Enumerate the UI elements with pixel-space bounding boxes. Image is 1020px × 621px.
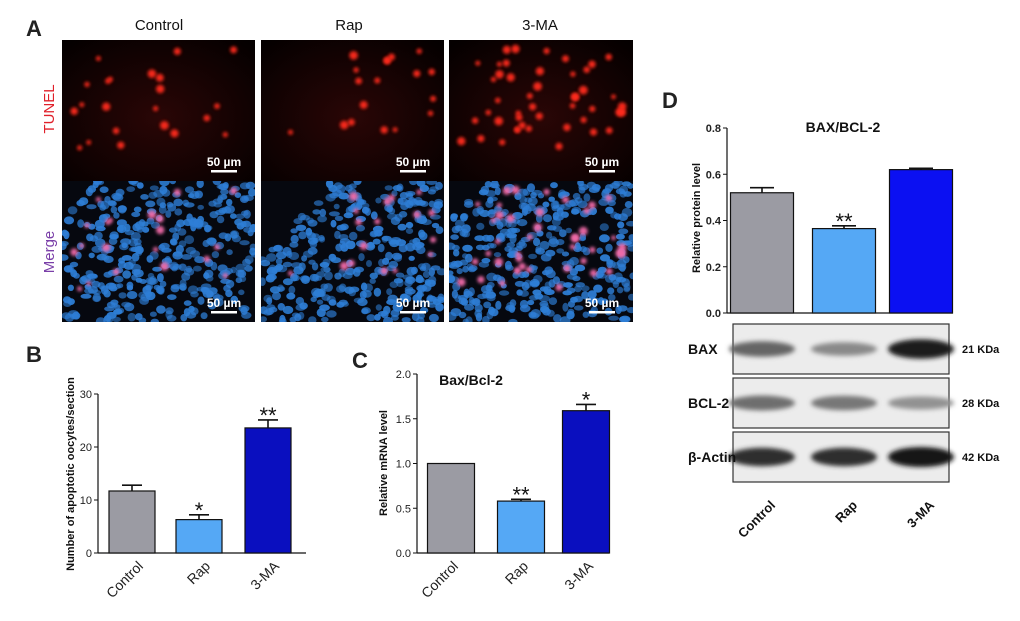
- blot-band: [811, 447, 877, 467]
- blot-band: [888, 339, 954, 359]
- bar-3ma: [561, 410, 611, 554]
- merge-image-rap: 50 µm: [261, 181, 444, 322]
- blot-band: [729, 395, 795, 411]
- row-label-tunel: TUNEL: [41, 84, 58, 133]
- merge-image-3ma: 50 µm: [449, 181, 633, 322]
- x-tick-label: Rap: [502, 558, 532, 588]
- blot-kda-label: 28 KDa: [962, 398, 1000, 410]
- blot-band: [811, 395, 877, 411]
- y-tick-label: 1.0: [396, 459, 411, 471]
- y-tick-label: 0.2: [706, 262, 721, 274]
- scale-bar: [211, 311, 237, 314]
- blot-band: [729, 447, 795, 467]
- chart-d: 0.0 0.2 0.4 0.6 0.8 **: [706, 123, 954, 320]
- panel-a: A Control Rap 3-MA TUNEL Merge 50 µm 50 µ…: [26, 16, 633, 322]
- column-header-3ma: 3-MA: [522, 17, 558, 34]
- x-tick-label: Rap: [184, 558, 214, 588]
- significance-marker: *: [195, 498, 204, 523]
- scale-bar: [400, 311, 426, 314]
- bar-rap: [496, 500, 546, 554]
- panel-d: D BAX/BCL-2 Relative protein level 0.00.…: [662, 88, 1000, 541]
- blot-lane-label: 3-MA: [904, 497, 938, 531]
- western-blot: BAX 21 KDa BCL-2 28 KDa β-Actin 42 KDa Control…: [688, 323, 1000, 541]
- blot-protein-label: BAX: [688, 341, 718, 357]
- row-label-merge: Merge: [41, 231, 58, 274]
- blot-band: [811, 342, 877, 356]
- blot-lane-label: Control: [735, 498, 778, 541]
- bar-rap: [811, 227, 877, 314]
- blot-row-actin: β-Actin 42 KDa: [688, 431, 1000, 483]
- blot-kda-label: 42 KDa: [962, 452, 1000, 464]
- y-tick-label: 10: [80, 495, 92, 507]
- tunel-image-rap: 50 µm: [261, 40, 444, 181]
- blot-row-bcl2: BCL-2 28 KDa: [688, 377, 1000, 429]
- y-tick-label: 30: [80, 389, 92, 401]
- scale-bar: [589, 311, 615, 314]
- x-tick-label: 3-MA: [561, 557, 596, 592]
- blot-band: [888, 447, 954, 467]
- chart-d-ylabel: Relative protein level: [691, 163, 703, 273]
- tunel-image-control: 50 µm: [62, 40, 255, 181]
- significance-marker: **: [835, 209, 853, 234]
- chart-b: 0 10 20 30 Control * Rap ** 3-MA: [80, 389, 306, 601]
- bar-3ma: [244, 427, 292, 554]
- y-tick-label: 0.5: [396, 503, 411, 515]
- panel-b: B Number of apoptotic oocytes/section 0 1…: [26, 342, 306, 601]
- blot-protein-label: BCL-2: [688, 395, 729, 411]
- panel-letter-a: A: [26, 16, 42, 41]
- blot-protein-label: β-Actin: [688, 449, 736, 465]
- y-tick-label: 0.0: [396, 548, 411, 560]
- y-tick-label: 20: [80, 442, 92, 454]
- blot-row-bax: BAX 21 KDa: [688, 323, 1000, 375]
- panel-c: C Bax/Bcl-2 Relative mRNA level 0.0 0.5 1.…: [352, 348, 611, 601]
- x-tick-label: 3-MA: [247, 557, 282, 592]
- chart-b-ylabel: Number of apoptotic oocytes/section: [65, 377, 77, 571]
- y-tick-label: 1.5: [396, 414, 411, 426]
- scale-bar-label: 50 µm: [396, 296, 430, 310]
- bar-control: [108, 490, 156, 554]
- scale-bar-label: 50 µm: [585, 155, 619, 169]
- bar-3ma: [888, 169, 954, 314]
- bar-control: [729, 192, 795, 314]
- significance-marker: **: [259, 403, 277, 428]
- blot-lane-label: Rap: [832, 497, 860, 525]
- chart-c: 0.0 0.5 1.0 1.5 2.0 Control ** Rap * 3-MA: [396, 369, 611, 601]
- scale-bar: [211, 170, 237, 173]
- chart-d-title: BAX/BCL-2: [806, 119, 881, 135]
- bar-control: [426, 462, 476, 554]
- x-tick-label: Control: [103, 558, 146, 601]
- micrograph-grid: 50 µm 50 µm 50 µm 50 µm 50 µm 50 µm: [62, 40, 633, 322]
- y-tick-label: 0.6: [706, 169, 721, 181]
- scale-bar: [400, 170, 426, 173]
- scale-bar-label: 50 µm: [207, 296, 241, 310]
- tunel-image-3ma: 50 µm: [449, 40, 633, 181]
- column-header-rap: Rap: [335, 17, 363, 34]
- column-header-control: Control: [135, 17, 183, 34]
- scale-bar-label: 50 µm: [585, 296, 619, 310]
- bar-rap: [175, 519, 223, 554]
- chart-c-ylabel: Relative mRNA level: [378, 410, 390, 516]
- y-tick-label: 0: [86, 548, 92, 560]
- chart-c-title: Bax/Bcl-2: [439, 372, 503, 388]
- scale-bar: [589, 170, 615, 173]
- significance-marker: *: [582, 387, 591, 412]
- y-tick-label: 2.0: [396, 369, 411, 381]
- scale-bar-label: 50 µm: [207, 155, 241, 169]
- panel-letter-b: B: [26, 342, 42, 367]
- merge-image-control: 50 µm: [62, 181, 255, 322]
- blot-band: [729, 341, 795, 357]
- y-tick-label: 0.0: [706, 308, 721, 320]
- blot-band: [888, 396, 954, 410]
- y-tick-label: 0.4: [706, 216, 722, 228]
- y-tick-label: 0.8: [706, 123, 721, 135]
- x-tick-label: Control: [418, 558, 461, 601]
- panel-letter-c: C: [352, 348, 368, 373]
- significance-marker: **: [512, 482, 530, 507]
- blot-kda-label: 21 KDa: [962, 344, 1000, 356]
- scale-bar-label: 50 µm: [396, 155, 430, 169]
- panel-letter-d: D: [662, 88, 678, 113]
